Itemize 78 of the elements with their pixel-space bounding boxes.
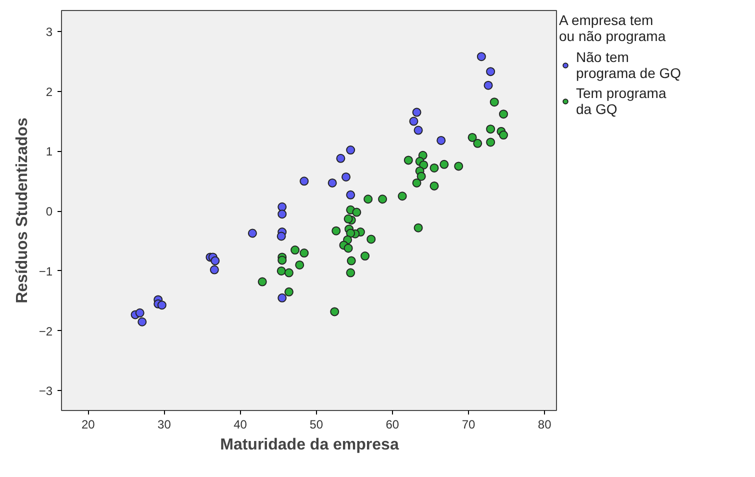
point [276,266,286,276]
point [300,176,309,186]
point [290,246,300,255]
point [278,210,287,219]
point [486,138,496,147]
point [468,132,477,142]
point [409,116,418,126]
point [248,228,257,238]
y-tick-label: 2 [46,84,53,99]
point [412,178,422,188]
point [284,268,294,278]
point [398,192,407,201]
point [412,108,422,117]
point [344,214,353,224]
point [414,126,423,135]
point [486,124,496,134]
legend-label: Tem programa da GQ [576,85,666,117]
x-tick-label: 20 [81,418,96,432]
x-tick-label: 40 [234,418,248,432]
point [364,194,373,204]
point [436,136,446,145]
point [476,52,486,62]
point [276,232,286,241]
point [430,163,439,172]
point [484,80,493,90]
point [352,208,362,217]
point [366,234,376,244]
point [135,308,144,318]
point [486,67,496,76]
x-tick-label: 80 [538,418,552,432]
point [346,190,356,200]
point [440,160,449,169]
point [330,307,340,316]
x-tick-label: 30 [158,418,172,432]
point [295,260,304,270]
point [498,130,508,140]
point [346,256,356,266]
point [473,138,482,148]
point [416,172,426,181]
x-axis-title: Maturidade da empresa [220,436,399,454]
legend-title: A empresa tem ou não programa [559,12,667,44]
y-tick-label: −3 [38,384,53,398]
point [342,172,351,182]
point [210,265,219,274]
point [336,154,346,163]
point [344,244,353,253]
point [360,252,370,260]
point [454,162,464,171]
y-tick-label: −2 [38,324,53,338]
point [404,156,413,165]
y-tick-label: −1 [38,264,53,278]
point [278,293,287,302]
point [300,248,309,258]
point [346,228,356,238]
point [278,202,287,212]
point [490,98,499,107]
point [346,146,356,155]
point [414,223,423,232]
y-axis-title: Resíduos Studentizados [14,118,31,304]
legend-label: Não tem programa de GQ [576,49,682,81]
point [210,256,220,266]
point [498,110,508,119]
point [430,181,439,190]
point [332,226,341,236]
point [328,178,337,188]
y-tick-label: 1 [46,144,53,159]
x-tick-label: 70 [462,418,476,432]
y-tick-label: 0 [46,204,53,219]
x-tick-label: 50 [310,418,324,432]
point [346,268,356,278]
y-tick-label: 3 [46,24,53,39]
point [278,256,287,265]
point [258,277,267,286]
point [378,194,388,204]
point [284,287,294,296]
x-tick-label: 60 [386,418,400,432]
point [157,300,166,310]
point [138,317,147,326]
